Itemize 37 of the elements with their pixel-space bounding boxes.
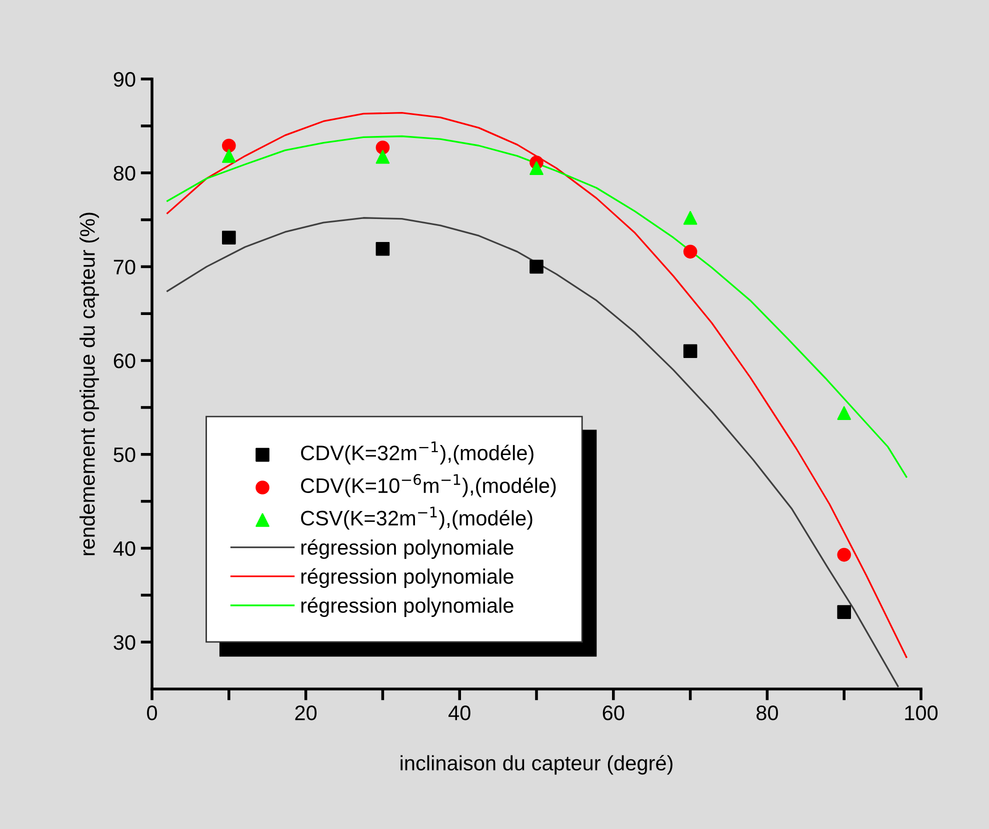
legend-label: CDV(K=32m$^{−1}$),(modéle) [301,442,534,464]
x-tick-label: 80 [756,706,778,720]
point [222,138,236,153]
point [376,150,390,164]
point [222,230,236,245]
line-series [166,112,908,658]
x-tick-label: 20 [295,706,317,720]
point [376,140,390,154]
x-tick-label: 40 [448,706,470,720]
point [376,242,390,256]
x-tick-label: 60 [602,706,624,720]
line-series [166,217,899,688]
legend-label: régression polynomiale [301,597,514,617]
point [530,161,544,176]
legend-label: CSV(K=32m$^{−1}$),(modéle) [301,506,532,530]
x-tick-label: 100 [905,706,938,720]
point [837,548,852,562]
y-tick-label: 70 [114,260,136,274]
point [530,260,544,274]
legend-label: CDV(K=10$^{−6}$m$^{−1}$),(modéle) [301,474,556,498]
y-tick-label: 30 [114,635,136,650]
y-tick-label: 60 [114,354,136,368]
y-axis-title: rendemement optique du capteur (%) [80,212,99,556]
y-tick-label: 80 [114,166,136,181]
y-tick-label: 90 [114,72,136,87]
y-tick-label: 50 [114,447,136,462]
point [837,605,852,619]
point [837,406,852,420]
x-tick-label: 0 [147,706,157,720]
y-tick-label: 40 [113,541,136,556]
point [683,244,698,259]
x-axis-title: inclinaison du capteur (degré) [400,754,672,775]
point [222,149,236,163]
point [683,210,698,225]
legend-label: régression polynomiale [301,539,514,559]
point [683,344,698,358]
legend-label: régression polynomiale [301,568,514,588]
